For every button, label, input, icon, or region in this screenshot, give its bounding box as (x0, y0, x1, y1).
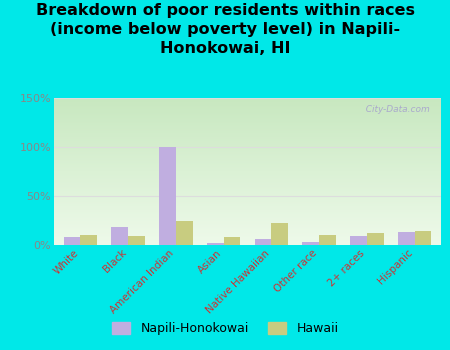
Bar (63, 237, 80, 245)
Bar (159, 147, 176, 245)
Bar (111, 228, 128, 245)
Bar (319, 235, 336, 245)
Bar (415, 231, 432, 245)
Bar (398, 232, 415, 245)
Bar (80, 235, 97, 245)
Text: City-Data.com: City-Data.com (360, 105, 429, 114)
Bar (271, 223, 288, 245)
Bar (367, 233, 384, 245)
Bar (302, 242, 319, 245)
Text: Breakdown of poor residents within races
(income below poverty level) in Napili-: Breakdown of poor residents within races… (36, 4, 414, 56)
Bar (128, 236, 145, 245)
Bar (207, 243, 224, 245)
Bar (224, 237, 240, 245)
Bar (176, 222, 193, 245)
Bar (350, 236, 367, 245)
Bar (255, 239, 271, 245)
Legend: Napili-Honokowai, Hawaii: Napili-Honokowai, Hawaii (107, 317, 343, 340)
